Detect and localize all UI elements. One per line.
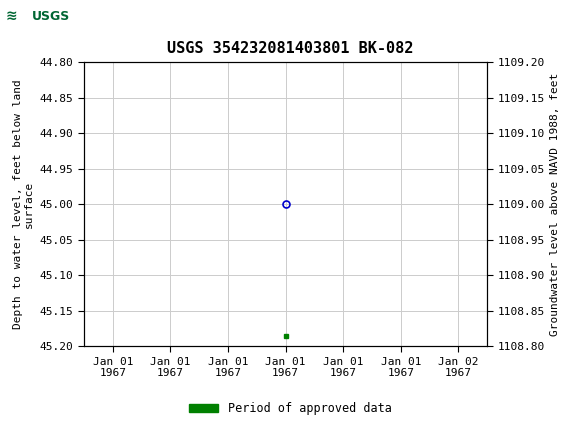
Text: USGS: USGS [32, 9, 70, 23]
Y-axis label: Groundwater level above NAVD 1988, feet: Groundwater level above NAVD 1988, feet [550, 73, 560, 336]
Bar [3, 3, 84, 30]
Legend: Period of approved data: Period of approved data [184, 397, 396, 420]
Y-axis label: Depth to water level, feet below land
surface: Depth to water level, feet below land su… [13, 80, 34, 329]
Text: USGS 354232081403801 BK-082: USGS 354232081403801 BK-082 [167, 41, 413, 56]
Text: ≋: ≋ [6, 9, 17, 23]
